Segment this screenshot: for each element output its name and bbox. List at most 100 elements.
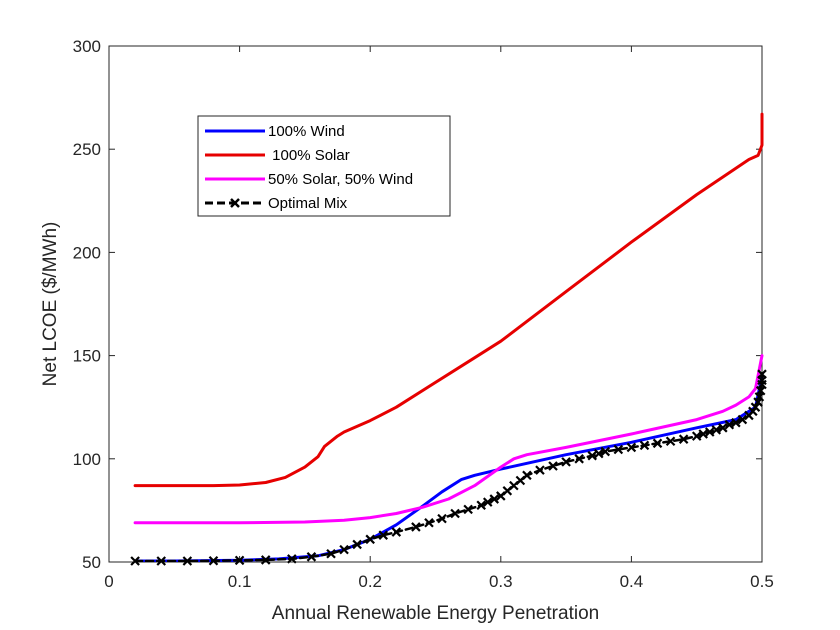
data-point-optimal-mix	[691, 431, 702, 441]
x-tick-label: 0.3	[489, 572, 513, 591]
y-axis-title: Net LCOE ($/MWh)	[40, 222, 61, 387]
marker-stroke	[652, 438, 663, 449]
marker-stroke	[450, 508, 460, 519]
marker-stroke	[476, 500, 486, 511]
data-point-optimal-mix	[489, 494, 500, 504]
marker-stroke	[757, 369, 767, 379]
marker-stroke	[424, 518, 434, 528]
data-point-optimal-mix	[711, 425, 722, 435]
marker-stroke	[352, 539, 362, 550]
data-point-optimal-mix	[378, 530, 389, 540]
marker-stroke	[482, 497, 493, 507]
marker-stroke	[306, 552, 317, 562]
marker-stroke	[391, 527, 402, 537]
plot-area	[130, 112, 767, 566]
marker-stroke	[665, 436, 676, 447]
data-point-optimal-mix	[698, 429, 709, 439]
data-point-optimal-mix	[757, 369, 767, 379]
marker-stroke	[208, 555, 219, 566]
marker-stroke	[287, 554, 297, 564]
marker-stroke	[731, 417, 741, 428]
marker-stroke	[587, 450, 597, 461]
data-point-optimal-mix	[156, 556, 167, 566]
marker-stroke	[600, 446, 611, 457]
marker-stroke	[411, 522, 421, 532]
data-point-optimal-mix	[704, 427, 715, 437]
marker-stroke	[750, 402, 761, 412]
x-tick-label: 0.4	[620, 572, 644, 591]
marker-stroke	[535, 465, 545, 475]
marker-stroke	[613, 444, 624, 455]
marker-stroke	[718, 423, 728, 433]
marker-stroke	[437, 513, 447, 524]
marker-stroke	[130, 556, 140, 566]
data-point-optimal-mix	[600, 446, 611, 457]
x-tick-label: 0	[104, 572, 113, 591]
y-tick-label: 100	[73, 450, 101, 469]
marker-stroke	[678, 434, 689, 444]
data-point-optimal-mix	[724, 419, 735, 430]
data-point-optimal-mix	[587, 450, 597, 461]
data-point-optimal-mix	[352, 539, 362, 550]
data-point-optimal-mix	[737, 414, 748, 425]
marker-stroke	[156, 556, 167, 566]
data-point-optimal-mix	[626, 442, 637, 453]
marker-stroke	[182, 556, 193, 566]
marker-stroke	[234, 555, 245, 566]
y-tick-label: 150	[73, 347, 101, 366]
data-point-optimal-mix	[678, 434, 689, 444]
data-point-optimal-mix	[561, 457, 571, 467]
data-point-optimal-mix	[593, 448, 604, 459]
marker-stroke	[260, 555, 271, 565]
data-point-optimal-mix	[652, 438, 663, 449]
series-line-100-solar	[133, 112, 764, 488]
data-point-optimal-mix	[260, 555, 271, 565]
y-tick-label: 250	[73, 140, 101, 159]
data-point-optimal-mix	[130, 556, 140, 566]
x-axis-title: Annual Renewable Energy Penetration	[272, 603, 599, 624]
marker-stroke	[548, 461, 558, 471]
data-point-optimal-mix	[639, 440, 650, 451]
data-point-optimal-mix	[548, 461, 558, 471]
marker-stroke	[755, 385, 766, 396]
data-point-optimal-mix	[326, 548, 336, 559]
data-point-optimal-mix	[182, 556, 193, 566]
data-point-optimal-mix	[463, 504, 473, 515]
marker-stroke	[724, 419, 735, 430]
y-tick-label: 300	[73, 37, 101, 56]
x-tick-label: 0.2	[358, 572, 382, 591]
data-point-optimal-mix	[411, 522, 421, 532]
data-point-optimal-mix	[476, 500, 486, 511]
series-line-50-solar-50-wind	[133, 354, 764, 525]
data-point-optimal-mix	[391, 527, 402, 537]
data-point-optimal-mix	[306, 552, 317, 562]
marker-stroke	[561, 457, 571, 467]
data-point-optimal-mix	[365, 534, 375, 545]
marker-stroke	[711, 425, 722, 435]
data-point-optimal-mix	[750, 402, 761, 412]
x-tick-label: 0.1	[228, 572, 252, 591]
legend-box	[197, 115, 451, 217]
marker-stroke	[522, 470, 532, 481]
data-point-optimal-mix	[437, 513, 447, 524]
data-point-optimal-mix	[424, 518, 434, 528]
legend-label-100-solar: 100% Solar	[268, 147, 350, 164]
marker-stroke	[593, 448, 604, 459]
data-point-optimal-mix	[574, 454, 584, 464]
marker-stroke	[691, 431, 702, 441]
marker-stroke	[754, 392, 765, 402]
data-point-optimal-mix	[665, 436, 676, 447]
marker-stroke	[378, 530, 389, 540]
data-point-optimal-mix	[522, 470, 532, 481]
data-point-optimal-mix	[208, 555, 219, 566]
x-tick-label: 0.5	[750, 572, 774, 591]
legend-label-100-wind: 100% Wind	[268, 123, 345, 140]
marker-stroke	[704, 427, 715, 437]
marker-stroke	[365, 534, 375, 545]
legend-label-optimal-mix: Optimal Mix	[268, 195, 348, 212]
data-point-optimal-mix	[234, 555, 245, 566]
marker-stroke	[326, 548, 336, 559]
y-tick-label: 50	[82, 553, 101, 572]
